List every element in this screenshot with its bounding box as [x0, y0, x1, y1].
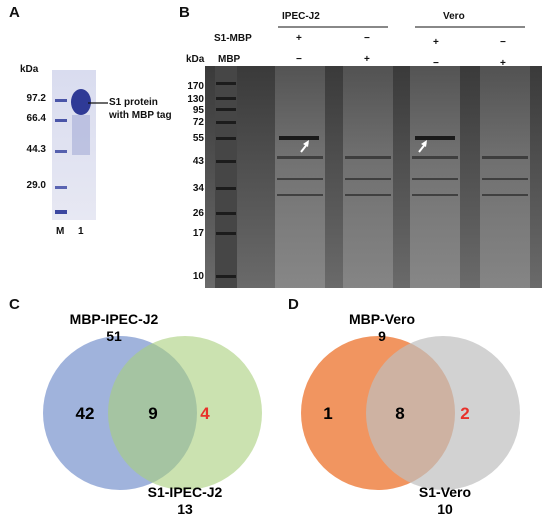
ladder-band: [216, 232, 236, 235]
sign: +: [500, 58, 506, 69]
s1-band-ipec: [279, 136, 319, 140]
ladder-band: [216, 160, 236, 163]
lane-vero-mbp: [480, 66, 530, 288]
ladder-band: [216, 108, 236, 111]
panel-d-label: D: [288, 296, 299, 313]
row-mbp-label: MBP: [218, 54, 241, 65]
venn-d-right-only: 2: [460, 404, 469, 423]
marker-band: [55, 119, 67, 122]
panel-b-gel: [205, 66, 542, 288]
row-s1-mbp-label: S1-MBP: [214, 33, 252, 44]
ladder-band: [216, 187, 236, 190]
panel-a-label: A: [9, 4, 20, 21]
marker-43: 43: [192, 156, 204, 167]
venn-c-right-only: 4: [200, 404, 210, 423]
venn-d-left-only: 1: [323, 404, 332, 423]
marker-170: 170: [187, 81, 204, 92]
s1-mbp-band: [71, 89, 91, 115]
annotation-line: [88, 102, 108, 104]
group-ipec-j2: IPEC-J2: [282, 11, 320, 22]
ladder-band: [216, 212, 236, 215]
marker-95: 95: [192, 105, 204, 116]
venn-c-overlap: 9: [148, 404, 157, 423]
ladder-band: [216, 97, 236, 100]
marker-66-4: 66.4: [26, 113, 46, 124]
ladder-band: [216, 82, 236, 85]
panel-c-label: C: [9, 296, 20, 313]
venn-d-right-circle: [366, 336, 520, 490]
sign: −: [364, 33, 370, 44]
marker-29-0: 29.0: [26, 180, 46, 191]
annotation-mbp-tag: with MBP tag: [109, 110, 172, 121]
ladder-band: [216, 137, 236, 140]
arrow-vero: [418, 140, 427, 153]
venn-c-left-total: 51: [106, 328, 122, 344]
panel-a-gel: [52, 70, 96, 220]
ladder-band: [216, 121, 236, 124]
venn-d: MBP-Vero 9 1 8 2 S1-Vero 10: [301, 311, 520, 517]
sign: −: [296, 54, 302, 65]
venn-d-left-total: 9: [378, 328, 386, 344]
lane-vero-s1: [410, 66, 460, 288]
group-ipec-j2-line: [278, 26, 388, 28]
marker-97-2: 97.2: [26, 93, 46, 104]
venn-d-right-total: 10: [437, 501, 453, 517]
marker-band: [55, 186, 67, 189]
arrow-ipec: [300, 140, 309, 153]
lane-ipec-mbp: [343, 66, 393, 288]
sign: +: [364, 54, 370, 65]
annotation-s1-protein: S1 protein: [109, 97, 158, 108]
group-vero: Vero: [443, 11, 465, 22]
panel-a-kda-label: kDa: [20, 64, 39, 75]
marker-130: 130: [187, 94, 204, 105]
marker-17: 17: [192, 228, 204, 239]
venn-d-left-set: MBP-Vero: [349, 311, 415, 327]
venn-c-left-only: 42: [76, 404, 95, 423]
venn-d-right-set: S1-Vero: [419, 484, 471, 500]
panel-b-label: B: [179, 4, 190, 21]
venn-c: MBP-IPEC-J2 51 42 9 4 S1-IPEC-J2 13: [43, 311, 262, 517]
sign: −: [433, 58, 439, 69]
sign: −: [500, 37, 506, 48]
venn-c-right-total: 13: [177, 501, 193, 517]
venn-c-right-circle: [108, 336, 262, 490]
marker-34: 34: [192, 183, 204, 194]
venn-d-overlap: 8: [395, 404, 404, 423]
marker-44-3: 44.3: [26, 144, 46, 155]
s1-band-vero: [415, 136, 455, 140]
marker-band: [55, 150, 67, 153]
marker-55: 55: [192, 133, 204, 144]
lane-ipec-s1: [275, 66, 325, 288]
marker-26: 26: [192, 208, 204, 219]
panel-b-kda-label: kDa: [186, 54, 205, 65]
marker-10: 10: [192, 271, 204, 282]
sign: +: [433, 37, 439, 48]
marker-72: 72: [192, 117, 204, 128]
venn-c-right-set: S1-IPEC-J2: [148, 484, 223, 500]
ladder-band: [216, 275, 236, 278]
group-vero-line: [415, 26, 525, 28]
sign: +: [296, 33, 302, 44]
lane-1-label: 1: [78, 226, 84, 237]
venn-c-left-set: MBP-IPEC-J2: [70, 311, 159, 327]
marker-band: [55, 99, 67, 102]
lane-m-label: M: [56, 226, 65, 237]
marker-band: [55, 210, 67, 214]
